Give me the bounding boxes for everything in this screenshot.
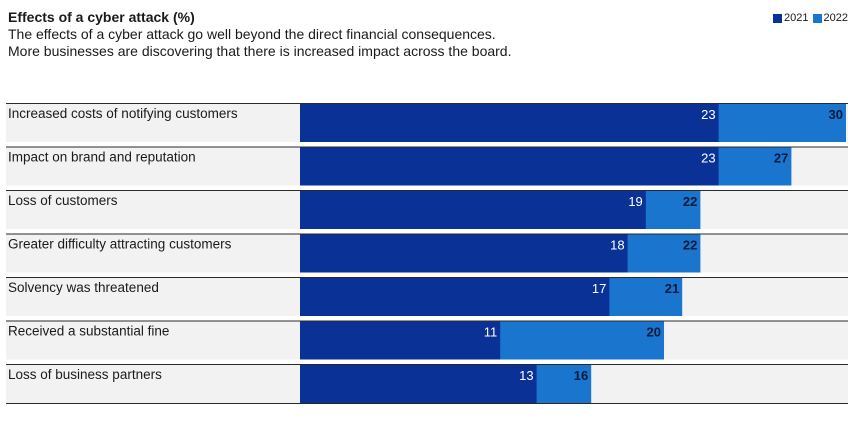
bar-2021 [300,321,501,360]
bar-2021 [300,234,628,273]
category-label: Impact on brand and reputation [8,150,196,165]
legend-swatch-2022 [812,13,822,23]
bar-2021 [300,104,719,142]
bar-2021 [300,191,646,229]
value-label-2022: 22 [683,194,697,209]
value-label-2022: 16 [574,368,588,383]
legend-item-2022: 2022 [812,12,848,24]
chart-subtitle-line-2: More businesses are discovering that the… [8,43,512,59]
bar-row: Received a substantial fine 11 20 [6,320,848,360]
category-label: Loss of customers [8,193,118,208]
bar-row: Impact on brand and reputation 23 27 [6,146,848,186]
chart-subtitle-line-1: The effects of a cyber attack go well be… [8,26,496,42]
bar-row: Greater difficulty attracting customers 1… [6,233,848,273]
legend-item-2021: 2021 [773,12,809,24]
value-label-2021: 11 [484,325,498,340]
category-label: Increased costs of notifying customers [8,106,238,121]
value-label-2021: 18 [610,238,624,253]
value-label-2021: 17 [592,281,606,296]
value-label-2022: 20 [647,325,661,340]
category-label: Solvency was threatened [8,280,159,295]
bar-2021 [300,147,719,186]
bar-row: Solvency was threatened 17 21 [6,277,848,316]
bar-row: Loss of customers 19 22 [6,190,848,229]
bar-2021 [300,365,537,403]
value-label-2022: 22 [683,238,697,253]
legend-label-2022: 2022 [823,12,848,24]
value-label-2022: 21 [665,281,679,296]
value-label-2022: 30 [829,107,843,122]
legend-label-2021: 2021 [784,12,809,24]
chart-header: Effects of a cyber attack (%) The effect… [8,9,748,60]
value-label-2022: 27 [774,151,788,166]
value-label-2021: 13 [519,368,533,383]
category-label: Loss of business partners [8,367,162,382]
chart-title: Effects of a cyber attack (%) [8,9,195,25]
value-label-2021: 23 [701,107,715,122]
legend: 2021 2022 [773,12,848,24]
bar-row: Loss of business partners 13 16 [6,364,848,403]
value-label-2021: 23 [701,151,715,166]
bar-2021 [300,278,610,316]
legend-swatch-2021 [773,13,783,23]
value-label-2021: 19 [628,194,642,209]
category-label: Greater difficulty attracting customers [8,237,232,252]
bar-row: Increased costs of notifying customers 23… [6,103,848,142]
category-label: Received a substantial fine [8,324,169,339]
